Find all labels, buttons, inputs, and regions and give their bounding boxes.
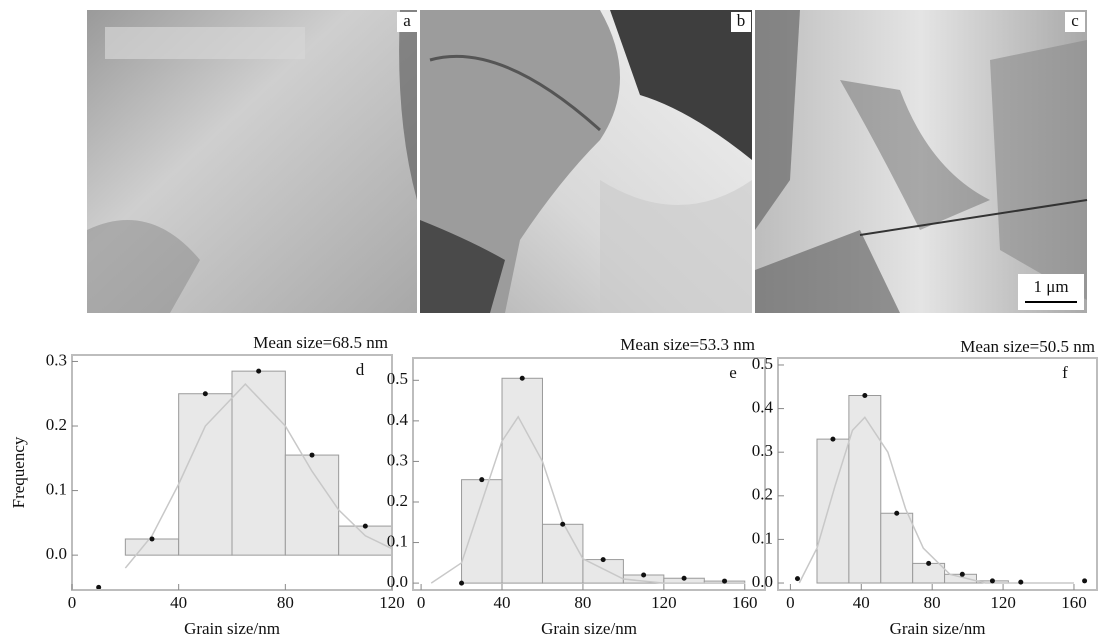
point bbox=[1018, 579, 1024, 585]
x-tick-label: 40 bbox=[494, 593, 511, 612]
point bbox=[926, 560, 932, 566]
y-tick-label: 0.2 bbox=[752, 485, 773, 504]
fit-curve bbox=[798, 416, 1074, 584]
point bbox=[894, 510, 900, 516]
point bbox=[794, 576, 800, 582]
point bbox=[256, 368, 262, 374]
fit-curve bbox=[430, 415, 745, 584]
bar bbox=[178, 393, 233, 556]
x-axis-label: Grain size/nm bbox=[541, 619, 637, 638]
bar bbox=[501, 377, 543, 584]
label-box bbox=[1065, 12, 1085, 32]
bar bbox=[880, 512, 914, 584]
point bbox=[96, 584, 102, 590]
x-axis-label: Grain size/nm bbox=[184, 619, 280, 638]
bar bbox=[848, 395, 882, 584]
x-tick-label: 0 bbox=[68, 593, 77, 612]
point bbox=[959, 571, 965, 577]
x-tick-label: 40 bbox=[170, 593, 187, 612]
plot-frame bbox=[777, 357, 1098, 591]
point bbox=[600, 557, 606, 563]
point bbox=[560, 521, 566, 527]
point bbox=[362, 523, 368, 529]
panel-label: b bbox=[737, 11, 746, 30]
y-tick-label: 0.5 bbox=[387, 369, 408, 388]
bar bbox=[461, 479, 503, 584]
panel-label: e bbox=[729, 363, 737, 382]
point bbox=[862, 393, 868, 399]
y-tick-label: 0.1 bbox=[387, 531, 408, 550]
x-tick-label: 40 bbox=[853, 593, 870, 612]
x-tick-label: 120 bbox=[379, 593, 405, 612]
x-tick-label: 80 bbox=[277, 593, 294, 612]
panel-label: f bbox=[1062, 363, 1068, 382]
panel-label: d bbox=[356, 360, 365, 379]
bar bbox=[231, 370, 286, 556]
image-a bbox=[87, 10, 417, 313]
bar bbox=[582, 559, 624, 584]
image-b bbox=[420, 10, 752, 313]
y-tick-label: 0.2 bbox=[387, 491, 408, 510]
plot-frame bbox=[71, 354, 393, 591]
x-tick-label: 160 bbox=[732, 593, 758, 612]
x-tick-label: 160 bbox=[1061, 593, 1087, 612]
y-tick-label: 0.0 bbox=[752, 572, 773, 591]
plot-frame bbox=[412, 357, 766, 591]
chart-title: Mean size=53.3 nm bbox=[620, 335, 755, 354]
panel-label: c bbox=[1071, 11, 1079, 30]
point bbox=[830, 436, 836, 442]
bar bbox=[541, 523, 584, 584]
panel-label: a bbox=[403, 11, 411, 30]
chart-title: Mean size=50.5 nm bbox=[960, 337, 1095, 356]
image-c bbox=[755, 10, 1088, 313]
point bbox=[681, 575, 687, 581]
bar bbox=[816, 438, 850, 584]
y-tick-label: 0.0 bbox=[387, 572, 408, 591]
y-tick-label: 0.2 bbox=[46, 415, 67, 434]
x-tick-label: 80 bbox=[574, 593, 591, 612]
point bbox=[479, 477, 485, 483]
y-tick-label: 0.1 bbox=[46, 479, 67, 498]
point bbox=[309, 452, 315, 458]
y-tick-label: 0.4 bbox=[387, 410, 409, 429]
point bbox=[519, 375, 525, 381]
y-tick-label: 0.3 bbox=[46, 350, 67, 369]
fit-curve bbox=[124, 382, 393, 569]
x-tick-label: 0 bbox=[786, 593, 795, 612]
x-tick-label: 120 bbox=[651, 593, 677, 612]
y-tick-label: 0.3 bbox=[752, 441, 773, 460]
point bbox=[149, 536, 155, 542]
y-tick-label: 0.3 bbox=[387, 450, 408, 469]
point bbox=[202, 391, 208, 397]
point bbox=[989, 578, 995, 584]
x-tick-label: 80 bbox=[924, 593, 941, 612]
scale-bar-box bbox=[1018, 274, 1084, 310]
x-tick-label: 120 bbox=[990, 593, 1016, 612]
y-tick-label: 0.4 bbox=[752, 397, 774, 416]
y-axis-label: Frequency bbox=[9, 436, 28, 508]
point bbox=[1082, 578, 1088, 584]
point bbox=[722, 578, 728, 584]
scale-bar-label: 1 μm bbox=[1033, 277, 1068, 296]
bar bbox=[338, 525, 393, 556]
chart-title: Mean size=68.5 nm bbox=[253, 333, 388, 352]
x-tick-label: 0 bbox=[417, 593, 426, 612]
y-tick-label: 0.0 bbox=[46, 544, 67, 563]
label-box bbox=[731, 12, 751, 32]
x-axis-label: Grain size/nm bbox=[890, 619, 986, 638]
bar bbox=[912, 562, 946, 584]
y-tick-label: 0.5 bbox=[752, 354, 773, 373]
y-tick-label: 0.1 bbox=[752, 528, 773, 547]
point bbox=[641, 572, 647, 578]
label-box bbox=[397, 12, 417, 32]
point bbox=[459, 580, 465, 586]
